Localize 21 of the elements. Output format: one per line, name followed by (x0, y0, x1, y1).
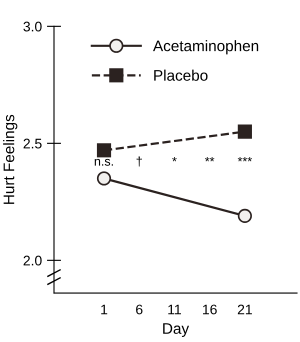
x-tick-label: 1 (101, 304, 108, 314)
point (238, 208, 252, 223)
x-tick-label: 21 (238, 304, 252, 314)
y-axis-title: Hurt Feelings (3, 114, 18, 204)
point (238, 124, 252, 139)
legend-label: Placebo (154, 70, 208, 81)
x-axis-title: Day (163, 323, 190, 337)
point (96, 143, 112, 158)
point (96, 171, 112, 186)
y-tick-label: 2.5 (24, 138, 42, 149)
annotation: † (136, 156, 142, 166)
x-tick-label: 16 (202, 304, 217, 314)
annotation: *** (238, 157, 252, 162)
annotation: ** (204, 157, 214, 162)
annotation: * (172, 157, 177, 162)
x-tick-label: 11 (168, 304, 181, 314)
y-tick-label: 3.0 (23, 22, 42, 32)
legend-label: Acetaminophen (153, 40, 258, 54)
y-tick-label: 2.0 (24, 256, 42, 266)
x-tick-label: 6 (136, 304, 142, 314)
annotation: n.s. (94, 158, 113, 166)
